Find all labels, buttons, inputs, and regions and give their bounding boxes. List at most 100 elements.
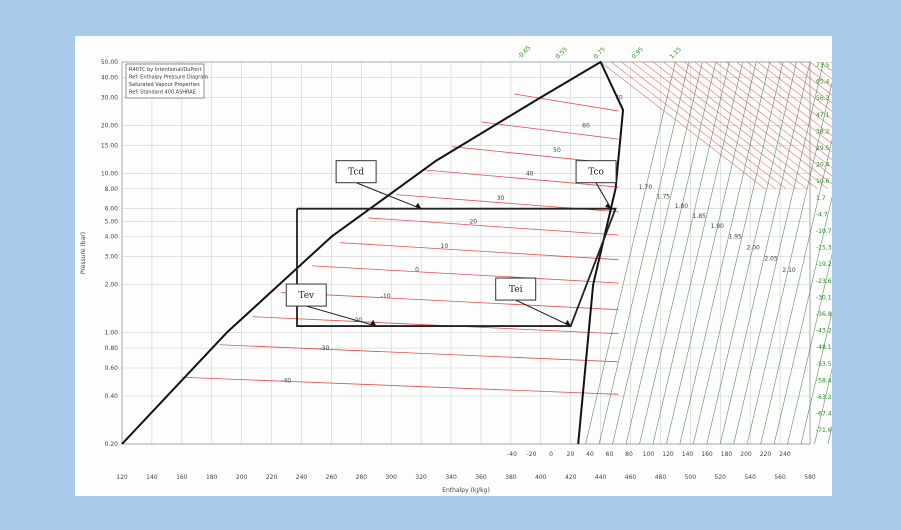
- right-tick-label: -53.5: [816, 361, 832, 368]
- x-tick-label: 340: [445, 474, 457, 481]
- superheat-isotherm: [631, 61, 797, 190]
- x-tick-label: 380: [505, 474, 517, 481]
- legend-line: Saturated Vapour Properties: [129, 82, 200, 88]
- isentrope-label: 1.80: [675, 203, 689, 210]
- superheat-isotherm: [715, 61, 832, 152]
- arrowhead: [605, 202, 612, 209]
- annotation-label: Tcd: [348, 168, 364, 178]
- y-tick-label: 10.00: [101, 170, 118, 177]
- isochore-line: [598, 61, 690, 445]
- arrowhead: [564, 320, 571, 327]
- right-tick-label: -23.6: [816, 278, 832, 285]
- superheat-isotherm: [799, 61, 832, 88]
- bottom-right-tick: 0: [549, 451, 553, 458]
- x-tick-label: 560: [774, 474, 786, 481]
- isotherm-line: [368, 217, 619, 236]
- legend-line: Ref: Enthalpy Pressure Diagram: [129, 75, 208, 81]
- isochore-line: [625, 61, 717, 445]
- right-tick-label: 20.4: [816, 162, 830, 169]
- isotherm-line: [424, 169, 619, 188]
- isotherm-label: 20: [469, 218, 477, 225]
- x-tick-label: 320: [415, 474, 427, 481]
- annotation-box: [495, 277, 537, 301]
- top-axis-label: 0.95: [630, 46, 645, 61]
- x-tick-label: 160: [176, 474, 188, 481]
- superheat-isotherm: [726, 61, 832, 144]
- y-tick-label: 3.00: [105, 254, 119, 261]
- arrowhead: [415, 202, 422, 209]
- isotherm-line: [312, 265, 619, 284]
- bottom-right-tick: 100: [643, 451, 655, 458]
- x-tick-label: 300: [385, 474, 397, 481]
- isotherm-label: 40: [526, 170, 534, 177]
- y-tick-label: 50.00: [101, 59, 118, 66]
- superheat-isotherm: [778, 61, 832, 104]
- y-tick-label: 6.00: [105, 206, 119, 213]
- isotherm-line: [339, 242, 619, 261]
- superheat-isotherm: [705, 61, 832, 160]
- y-tick-label: 1.00: [105, 330, 119, 337]
- y-tick-label: 20.00: [101, 122, 118, 129]
- superheat-isotherm: [621, 61, 787, 190]
- superheat-isotherm: [757, 61, 832, 120]
- right-tick-label: -43.2: [816, 328, 832, 335]
- isochore-line: [706, 61, 797, 445]
- isentrope-label: 1.90: [711, 223, 725, 230]
- bottom-right-tick: 180: [721, 451, 733, 458]
- top-axis-label: -0.65: [516, 44, 532, 60]
- right-tick-label: -67.4: [816, 411, 832, 418]
- superheat-isotherm: [830, 61, 832, 64]
- superheat-isotherm: [673, 61, 832, 185]
- isentrope-label: 2.05: [764, 256, 778, 263]
- isochore-line: [827, 425, 832, 445]
- isotherm-label: 0: [415, 266, 419, 273]
- x-tick-label: 140: [146, 474, 158, 481]
- right-tick-label: -30.1: [816, 294, 832, 301]
- isotherm-label: 70: [615, 94, 623, 101]
- superheat-isotherm: [652, 61, 818, 190]
- plot-frame: [121, 61, 811, 445]
- right-tick-label: 65.4: [816, 79, 830, 86]
- isotherm-line: [181, 376, 619, 395]
- isotherm-label: -30: [319, 345, 329, 352]
- annotation-arrow: [515, 299, 571, 327]
- right-tick-label: -71.6: [816, 427, 832, 434]
- top-axis-label: 1.15: [668, 46, 683, 61]
- superheat-isotherm: [767, 61, 832, 112]
- x-tick-label: 180: [206, 474, 218, 481]
- isochore-line: [679, 61, 770, 445]
- right-tick-label: 1.7: [816, 195, 826, 202]
- x-tick-label: 280: [356, 474, 368, 481]
- y-tick-label: 2.00: [105, 282, 119, 289]
- isochore-line: [666, 61, 757, 445]
- legend-line: R407C by Intentional/DuPont: [129, 67, 201, 73]
- isotherm-line: [280, 292, 619, 311]
- right-tick-label: -4.7: [816, 211, 828, 218]
- x-tick-label: 360: [475, 474, 487, 481]
- y-tick-label: 0.20: [105, 441, 119, 448]
- superheat-isotherm: [642, 61, 808, 190]
- annotation-arrow: [355, 182, 422, 210]
- y-tick-label: 30.00: [101, 94, 118, 101]
- isentrope-label: 2.10: [782, 267, 796, 274]
- annotation-arrow: [306, 305, 377, 327]
- y-tick-label: 8.00: [105, 186, 119, 193]
- isotherm-line: [481, 121, 619, 140]
- bottom-right-tick: 120: [662, 451, 674, 458]
- right-tick-label: -19.2: [816, 261, 832, 268]
- isochore-line: [760, 138, 832, 445]
- right-tick-label: -15.3: [816, 245, 832, 252]
- isochore-line: [639, 61, 730, 445]
- x-tick-label: 520: [715, 474, 727, 481]
- y-tick-label: 4.00: [105, 234, 119, 241]
- isentrope-label: 1.70: [639, 184, 653, 191]
- right-tick-label: -36.8: [816, 311, 832, 318]
- bottom-right-tick: 60: [606, 451, 614, 458]
- annotation-box: [285, 283, 327, 307]
- isochore-line: [693, 61, 784, 445]
- right-tick-label: -10.7: [816, 228, 832, 235]
- x-tick-label: 220: [266, 474, 278, 481]
- isotherm-label: 30: [497, 195, 505, 202]
- bottom-right-tick: 40: [586, 451, 594, 458]
- y-tick-label: 0.80: [105, 345, 119, 352]
